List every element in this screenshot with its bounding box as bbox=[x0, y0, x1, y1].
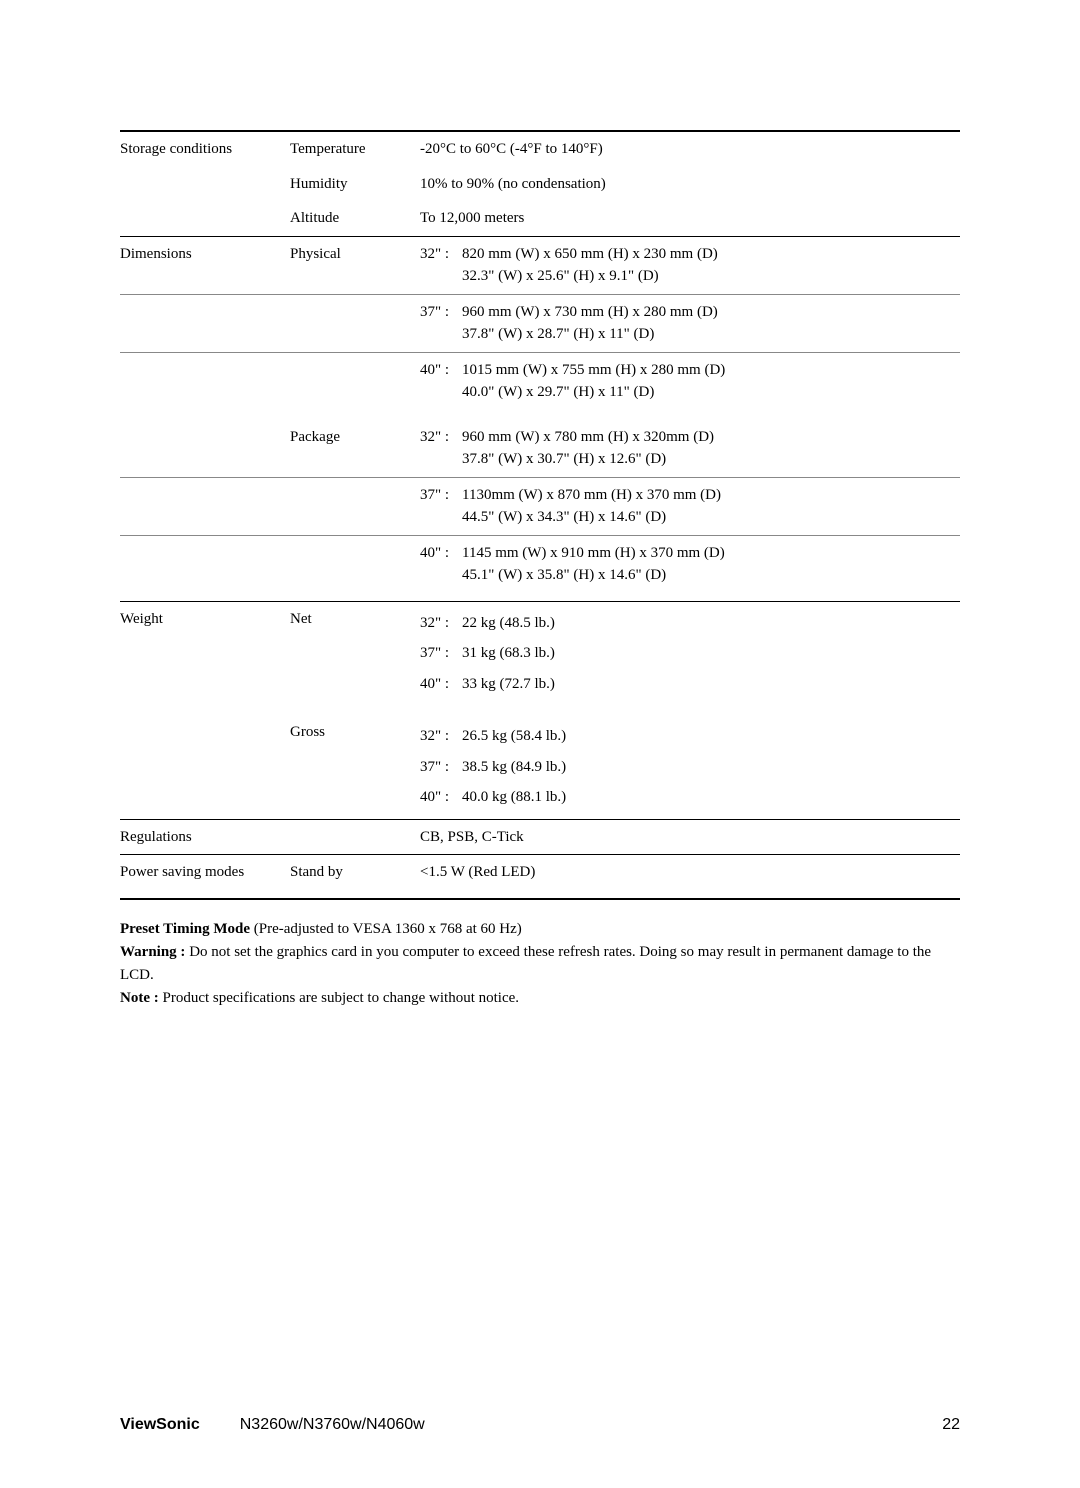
size-37: 37" : bbox=[420, 301, 462, 324]
dim-phys-32-in: 32.3" (W) x 25.6" (H) x 9.1" (D) bbox=[420, 265, 960, 288]
label-storage: Storage conditions bbox=[120, 138, 290, 161]
val-regulations: CB, PSB, C-Tick bbox=[420, 826, 960, 849]
val-psm: <1.5 W (Red LED) bbox=[420, 861, 960, 884]
label-weight: Weight bbox=[120, 608, 290, 700]
row-storage-humidity: Humidity 10% to 90% (no condensation) bbox=[120, 167, 960, 202]
label-psm: Power saving modes bbox=[120, 861, 290, 884]
weight-gross-32: 26.5 kg (58.4 lb.) bbox=[462, 728, 566, 744]
spec-table: Storage conditions Temperature -20°C to … bbox=[120, 130, 960, 900]
dim-phys-37-mm: 960 mm (W) x 730 mm (H) x 280 mm (D) bbox=[462, 304, 718, 320]
weight-net-40: 33 kg (72.7 lb.) bbox=[462, 676, 555, 692]
note-preset: Preset Timing Mode (Pre-adjusted to VESA… bbox=[120, 918, 960, 941]
row-dim-pack-40: 40" :1145 mm (W) x 910 mm (H) x 370 mm (… bbox=[120, 536, 960, 602]
label-gross: Gross bbox=[290, 721, 420, 813]
notes-block: Preset Timing Mode (Pre-adjusted to VESA… bbox=[120, 918, 960, 1011]
dim-pack-37-in: 44.5" (W) x 34.3" (H) x 14.6" (D) bbox=[420, 506, 960, 529]
footer-model: N3260w/N3760w/N4060w bbox=[240, 1416, 425, 1433]
row-weight-gross: Gross 32" :26.5 kg (58.4 lb.) 37" :38.5 … bbox=[120, 715, 960, 820]
footer-page: 22 bbox=[942, 1416, 960, 1434]
footer: ViewSonic N3260w/N3760w/N4060w 22 bbox=[120, 1416, 960, 1434]
row-storage-temp: Storage conditions Temperature -20°C to … bbox=[120, 132, 960, 167]
row-storage-altitude: Altitude To 12,000 meters bbox=[120, 201, 960, 237]
row-dim-phys-40: 40" :1015 mm (W) x 755 mm (H) x 280 mm (… bbox=[120, 353, 960, 420]
row-psm: Power saving modes Stand by <1.5 W (Red … bbox=[120, 855, 960, 900]
dim-phys-40-mm: 1015 mm (W) x 755 mm (H) x 280 mm (D) bbox=[462, 362, 725, 378]
val-altitude: To 12,000 meters bbox=[420, 207, 960, 230]
note-note: Note : Product specifications are subjec… bbox=[120, 987, 960, 1010]
weight-net-32: 22 kg (48.5 lb.) bbox=[462, 615, 555, 631]
label-altitude: Altitude bbox=[290, 207, 420, 230]
dim-pack-32-in: 37.8" (W) x 30.7" (H) x 12.6" (D) bbox=[420, 448, 960, 471]
page-content: Storage conditions Temperature -20°C to … bbox=[0, 0, 1080, 1071]
label-humidity: Humidity bbox=[290, 173, 420, 196]
dim-phys-32-mm: 820 mm (W) x 650 mm (H) x 230 mm (D) bbox=[462, 246, 718, 262]
label-package: Package bbox=[290, 426, 420, 471]
label-net: Net bbox=[290, 608, 420, 700]
weight-gross-40: 40.0 kg (88.1 lb.) bbox=[462, 789, 566, 805]
note-warning: Warning : Do not set the graphics card i… bbox=[120, 941, 960, 988]
row-regulations: Regulations CB, PSB, C-Tick bbox=[120, 820, 960, 856]
label-temperature: Temperature bbox=[290, 138, 420, 161]
dim-pack-32-mm: 960 mm (W) x 780 mm (H) x 320mm (D) bbox=[462, 429, 714, 445]
weight-gross-37: 38.5 kg (84.9 lb.) bbox=[462, 759, 566, 775]
row-weight-net: Weight Net 32" :22 kg (48.5 lb.) 37" :31… bbox=[120, 602, 960, 716]
label-standby: Stand by bbox=[290, 861, 420, 884]
dim-phys-37-in: 37.8" (W) x 28.7" (H) x 11" (D) bbox=[420, 323, 960, 346]
label-dimensions: Dimensions bbox=[120, 243, 290, 288]
row-dim-phys-37: 37" :960 mm (W) x 730 mm (H) x 280 mm (D… bbox=[120, 295, 960, 353]
dim-pack-40-in: 45.1" (W) x 35.8" (H) x 14.6" (D) bbox=[420, 564, 960, 587]
row-dim-pack-37: 37" :1130mm (W) x 870 mm (H) x 370 mm (D… bbox=[120, 478, 960, 536]
row-dim-phys-32: Dimensions Physical 32" :820 mm (W) x 65… bbox=[120, 237, 960, 295]
size-40: 40" : bbox=[420, 359, 462, 382]
dim-phys-40-in: 40.0" (W) x 29.7" (H) x 11" (D) bbox=[420, 381, 960, 404]
row-dim-pack-32: Package 32" :960 mm (W) x 780 mm (H) x 3… bbox=[120, 420, 960, 478]
val-temperature: -20°C to 60°C (-4°F to 140°F) bbox=[420, 138, 960, 161]
label-physical: Physical bbox=[290, 243, 420, 288]
dim-pack-40-mm: 1145 mm (W) x 910 mm (H) x 370 mm (D) bbox=[462, 545, 725, 561]
footer-brand: ViewSonic bbox=[120, 1416, 200, 1433]
size-32: 32" : bbox=[420, 243, 462, 266]
val-humidity: 10% to 90% (no condensation) bbox=[420, 173, 960, 196]
label-regulations: Regulations bbox=[120, 826, 290, 849]
dim-pack-37-mm: 1130mm (W) x 870 mm (H) x 370 mm (D) bbox=[462, 487, 721, 503]
weight-net-37: 31 kg (68.3 lb.) bbox=[462, 645, 555, 661]
